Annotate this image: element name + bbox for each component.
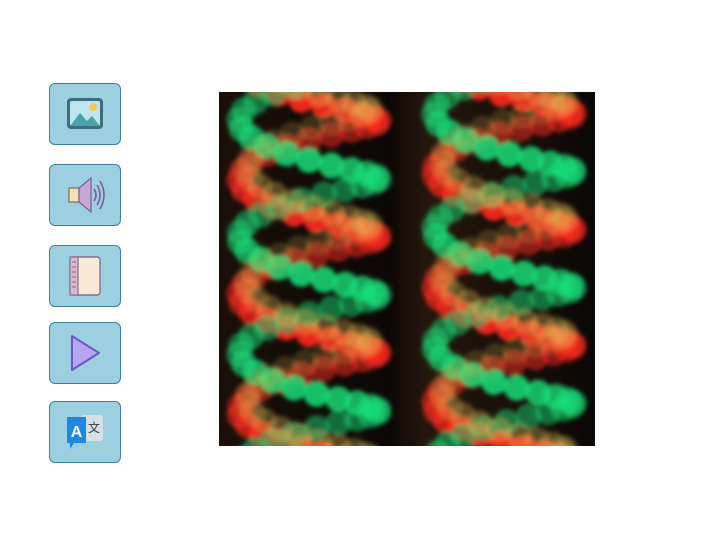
insert-audio-button[interactable]	[49, 164, 121, 226]
book-icon	[67, 255, 103, 297]
bokeh-light	[496, 141, 522, 167]
bokeh-light	[523, 170, 549, 196]
bokeh-light	[489, 255, 515, 281]
bokeh-light	[325, 410, 351, 436]
translate-button[interactable]: A 文	[49, 401, 121, 463]
play-button[interactable]	[49, 322, 121, 384]
insert-image-button[interactable]	[49, 83, 121, 145]
translate-glyph-b: 文	[88, 420, 100, 435]
open-book-button[interactable]	[49, 245, 121, 307]
translate-glyph-a: A	[71, 424, 83, 441]
translate-icon: A 文	[64, 411, 106, 453]
bokeh-light	[304, 381, 330, 407]
bokeh-light	[296, 147, 322, 173]
bokeh-light	[288, 261, 314, 287]
speaker-icon	[63, 173, 107, 217]
play-icon	[67, 333, 103, 373]
image-icon	[65, 95, 105, 133]
bokeh-spiral-photo	[219, 92, 595, 446]
